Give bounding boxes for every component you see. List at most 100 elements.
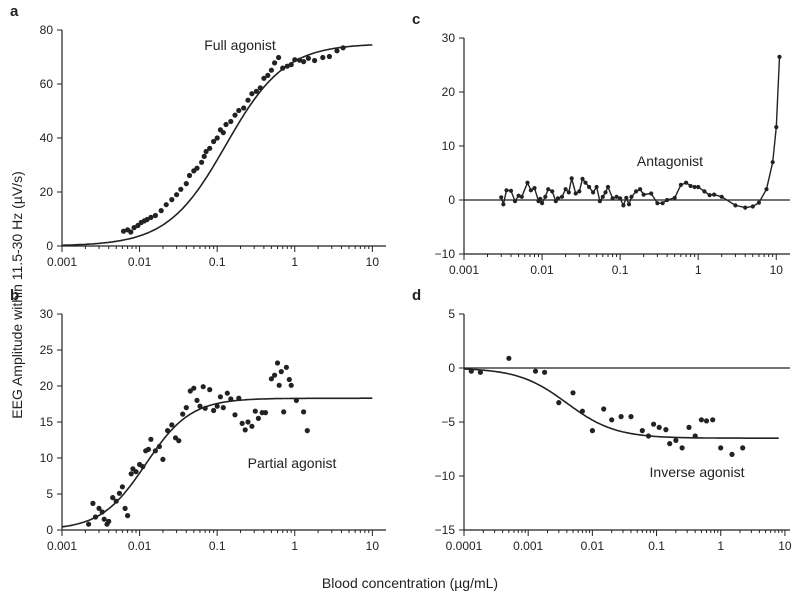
data-point xyxy=(296,57,303,63)
data-point xyxy=(174,192,180,198)
data-point xyxy=(519,194,524,199)
data-point xyxy=(125,513,131,519)
data-point xyxy=(245,97,251,103)
data-point xyxy=(207,145,213,151)
data-point xyxy=(183,181,189,187)
data-point xyxy=(696,184,701,190)
data-point xyxy=(133,469,139,475)
data-point xyxy=(268,376,274,382)
x-tick-label: 0.1 xyxy=(209,255,226,269)
data-point xyxy=(148,436,154,442)
data-point xyxy=(239,420,245,426)
x-tick-label: 0.001 xyxy=(449,263,479,277)
data-point xyxy=(609,417,615,423)
data-point xyxy=(152,212,158,219)
data-point xyxy=(743,205,748,210)
data-point xyxy=(629,194,634,199)
data-point xyxy=(579,408,586,414)
data-point xyxy=(257,85,263,91)
data-point xyxy=(272,60,278,66)
data-point xyxy=(718,445,724,451)
data-point xyxy=(777,54,782,60)
data-point xyxy=(532,368,539,374)
data-point xyxy=(236,107,242,114)
data-point xyxy=(641,192,646,197)
data-point xyxy=(334,48,340,54)
data-point xyxy=(96,505,102,511)
data-point xyxy=(684,180,689,185)
data-point xyxy=(594,184,599,190)
data-point xyxy=(512,199,518,204)
data-point xyxy=(583,180,588,185)
data-point xyxy=(201,153,207,159)
data-point xyxy=(301,409,307,415)
data-point xyxy=(128,471,134,477)
data-point xyxy=(286,376,292,383)
data-point xyxy=(220,130,226,136)
data-point xyxy=(655,201,660,206)
y-tick-label: 10 xyxy=(40,451,54,465)
data-point xyxy=(158,208,164,214)
panel-b: b 0.001 0.01 0.1 1 10 0 5 10 15 20 25 30 Partial agon… xyxy=(10,287,386,553)
y-tick-label: −10 xyxy=(435,247,456,261)
x-tick-label: 0.0001 xyxy=(446,539,483,553)
data-point xyxy=(528,188,534,193)
data-point xyxy=(692,184,697,190)
x-tick-label: 1 xyxy=(291,255,298,269)
data-point xyxy=(679,445,685,451)
data-point xyxy=(144,216,150,223)
data-point xyxy=(692,433,698,439)
data-point xyxy=(253,88,259,94)
data-point xyxy=(183,405,189,411)
y-tick-label: 30 xyxy=(40,307,54,321)
data-point xyxy=(99,509,105,515)
data-point xyxy=(176,438,182,444)
panel-d: d 0.0001 0.001 0.01 0.1 1 10 −15 −10 −5 0 5 Inverse … xyxy=(412,287,792,553)
data-point xyxy=(686,424,692,430)
y-tick-label: 30 xyxy=(442,31,456,45)
data-point xyxy=(570,390,576,396)
data-point xyxy=(504,188,509,193)
data-point xyxy=(122,505,128,511)
data-point xyxy=(224,390,230,396)
panel-annotation: Full agonist xyxy=(204,37,276,53)
data-point xyxy=(569,176,574,181)
data-point xyxy=(702,189,707,194)
data-point xyxy=(618,414,624,420)
data-point xyxy=(245,419,251,425)
data-point xyxy=(268,67,274,73)
data-point xyxy=(135,222,141,229)
fit-curve xyxy=(61,397,373,528)
x-tick-label: 0.01 xyxy=(128,255,152,269)
panel-c: c 0.001 0.01 0.1 1 10 −10 0 10 20 30 Antagonist xyxy=(412,11,790,277)
data-point xyxy=(202,405,208,411)
data-point xyxy=(214,135,220,141)
data-point xyxy=(600,194,605,199)
data-point xyxy=(312,57,318,64)
data-point xyxy=(566,190,571,195)
panel-annotation: Inverse agonist xyxy=(650,464,745,480)
data-point xyxy=(707,193,712,198)
data-point xyxy=(217,394,223,400)
data-point xyxy=(276,54,282,61)
data-point xyxy=(92,514,99,520)
data-point xyxy=(710,417,716,423)
x-tick-label: 0.1 xyxy=(209,539,226,553)
x-tick-label: 0.01 xyxy=(128,539,152,553)
y-tick-label: 0 xyxy=(46,239,53,253)
data-point xyxy=(113,498,119,504)
data-point xyxy=(660,201,665,206)
panel-a: a 0.001 0.01 0.1 1 10 0 20 40 60 80 Full agonist xyxy=(10,3,386,269)
data-point xyxy=(301,59,307,65)
data-point xyxy=(156,443,162,450)
data-point xyxy=(194,397,200,403)
data-point xyxy=(719,194,724,199)
y-tick-label: 20 xyxy=(40,185,54,199)
data-point xyxy=(145,446,151,452)
data-point xyxy=(667,441,673,447)
data-point xyxy=(649,191,654,196)
data-point xyxy=(197,403,203,409)
data-point xyxy=(116,490,122,496)
data-point xyxy=(663,427,669,433)
